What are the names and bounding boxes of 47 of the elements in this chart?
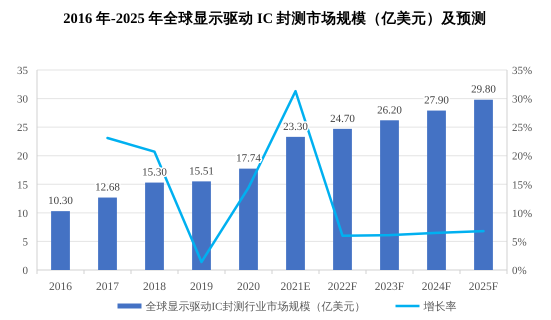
bar <box>333 128 352 270</box>
bar <box>239 168 258 270</box>
bar <box>145 182 164 270</box>
y2-tick-label: 25% <box>512 122 532 134</box>
x-tick-label: 2020 <box>237 281 260 293</box>
bar <box>51 211 70 270</box>
x-tick-label: 2023F <box>374 281 404 293</box>
y-tick-label: 20 <box>17 150 28 163</box>
x-tick-label: 2018 <box>143 281 166 293</box>
x-tick-label: 2024F <box>422 281 452 293</box>
legend-label: 全球显示驱动IC封测行业市场规模（亿美元） <box>146 300 366 313</box>
y-tick-label: 25 <box>17 122 28 134</box>
y-tick-label: 5 <box>22 236 28 248</box>
data-label: 26.20 <box>377 104 402 116</box>
y2-tick-label: 35% <box>512 65 532 77</box>
y-tick-label: 15 <box>17 179 28 192</box>
data-label: 15.51 <box>189 165 214 178</box>
bar <box>380 120 399 270</box>
y2-tick-label: 10% <box>512 208 532 220</box>
y2-tick-label: 5% <box>512 236 527 248</box>
data-label: 27.90 <box>424 94 450 107</box>
y2-tick-label: 20% <box>512 150 532 163</box>
y-tick-label: 0 <box>22 265 28 277</box>
y2-tick-label: 15% <box>512 179 532 192</box>
bar <box>427 110 446 270</box>
x-tick-label: 2016 <box>49 281 72 293</box>
y2-tick-label: 0% <box>512 265 527 277</box>
bar <box>474 100 493 270</box>
y-tick-label: 30 <box>17 94 28 106</box>
x-tick-label: 2025F <box>468 281 498 293</box>
x-tick-label: 2019 <box>190 281 214 293</box>
legend-label: 增长率 <box>422 300 456 313</box>
bar <box>98 198 117 270</box>
x-tick-label: 2021E <box>280 281 311 293</box>
data-label: 17.74 <box>236 152 262 165</box>
y2-tick-label: 30% <box>512 94 532 106</box>
data-label: 12.68 <box>95 182 120 194</box>
data-label: 29.80 <box>471 84 496 96</box>
bar <box>286 136 305 270</box>
x-tick-label: 2022F <box>328 281 358 293</box>
data-label: 24.70 <box>330 112 356 125</box>
data-label: 10.30 <box>48 195 74 208</box>
x-tick-label: 2017 <box>96 281 120 293</box>
y-tick-label: 10 <box>17 208 28 220</box>
bar <box>192 181 211 270</box>
chart-title: 2016 年-2025 年全球显示驱动 IC 封测市场规模（亿美元）及预测 <box>63 9 487 27</box>
y-tick-label: 35 <box>17 65 28 77</box>
